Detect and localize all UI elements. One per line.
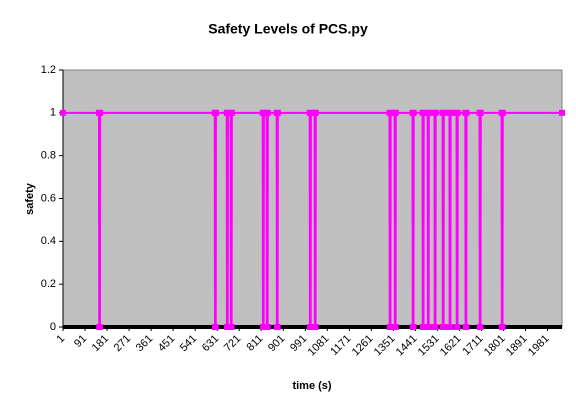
x-tick-label: 1171: [328, 333, 353, 358]
data-point: [463, 109, 470, 116]
x-tick-label: 1981: [526, 333, 552, 359]
x-tick-label: 361: [134, 333, 155, 354]
x-tick-label: 1711: [460, 333, 485, 358]
data-point: [440, 324, 447, 330]
x-tick-label: 1: [54, 333, 67, 346]
y-tick-label: 0.2: [41, 278, 56, 290]
data-point: [499, 324, 506, 330]
data-point: [454, 109, 461, 116]
data-point: [447, 324, 454, 330]
data-point: [420, 109, 427, 116]
data-point: [387, 324, 394, 330]
y-tick-label: 1.2: [41, 64, 56, 76]
x-tick-label: 901: [266, 333, 287, 354]
x-tick-label: 181: [90, 333, 111, 354]
x-axis-title: time (s): [292, 380, 331, 392]
data-point: [96, 324, 103, 330]
x-tick-label: 1081: [306, 333, 332, 359]
y-tick-label: 0.6: [41, 192, 56, 204]
y-tick-label: 0.8: [41, 150, 56, 162]
data-point: [454, 324, 461, 330]
data-point: [264, 324, 271, 330]
data-point: [212, 109, 219, 116]
data-point: [477, 324, 484, 330]
data-point: [559, 109, 565, 116]
x-tick-label: 811: [245, 333, 266, 354]
x-tick-label: 631: [200, 333, 221, 354]
x-tick-label: 451: [156, 333, 177, 354]
y-tick-label: 0: [50, 321, 56, 333]
plot-area: [62, 69, 563, 328]
y-axis-title: safety: [24, 182, 36, 215]
data-point: [499, 109, 506, 116]
x-tick-label: 1891: [504, 333, 530, 359]
data-point: [432, 324, 439, 330]
x-tick-label: 721: [222, 333, 243, 354]
x-tick-label: 1351: [372, 333, 398, 359]
y-tick-label: 0.4: [41, 235, 56, 247]
data-point: [60, 109, 66, 116]
data-point: [307, 109, 314, 116]
data-point: [463, 324, 470, 330]
data-point: [307, 324, 314, 330]
data-point: [260, 324, 267, 330]
data-point: [477, 109, 484, 116]
data-point: [432, 109, 439, 116]
data-point: [212, 324, 219, 330]
x-tick-label: 271: [112, 333, 133, 354]
data-point: [228, 109, 235, 116]
data-point: [392, 324, 399, 330]
data-point: [420, 324, 427, 330]
data-point: [425, 109, 432, 116]
data-point: [97, 109, 104, 116]
data-point: [410, 324, 417, 330]
data-point: [274, 109, 281, 116]
data-point: [392, 109, 399, 116]
data-point: [312, 109, 319, 116]
x-tick-label: 541: [178, 333, 199, 354]
x-tick-label: 1261: [350, 333, 376, 359]
x-tick-label: 1801: [482, 333, 508, 359]
data-point: [264, 109, 271, 116]
data-point: [425, 324, 432, 330]
data-point: [387, 109, 394, 116]
data-point: [447, 109, 454, 116]
chart-title: Safety Levels of PCS.py: [208, 21, 368, 37]
x-tick-label: 1441: [394, 333, 420, 359]
y-tick-label: 1: [50, 107, 56, 119]
data-point: [312, 324, 319, 330]
x-tick-label: 1531: [416, 333, 442, 359]
x-tick-label: 91: [72, 333, 89, 350]
data-point: [224, 324, 231, 330]
data-point: [440, 109, 447, 116]
data-point: [274, 324, 281, 330]
data-point: [228, 324, 235, 330]
data-point: [410, 109, 417, 116]
x-tick-label: 1621: [438, 333, 464, 359]
